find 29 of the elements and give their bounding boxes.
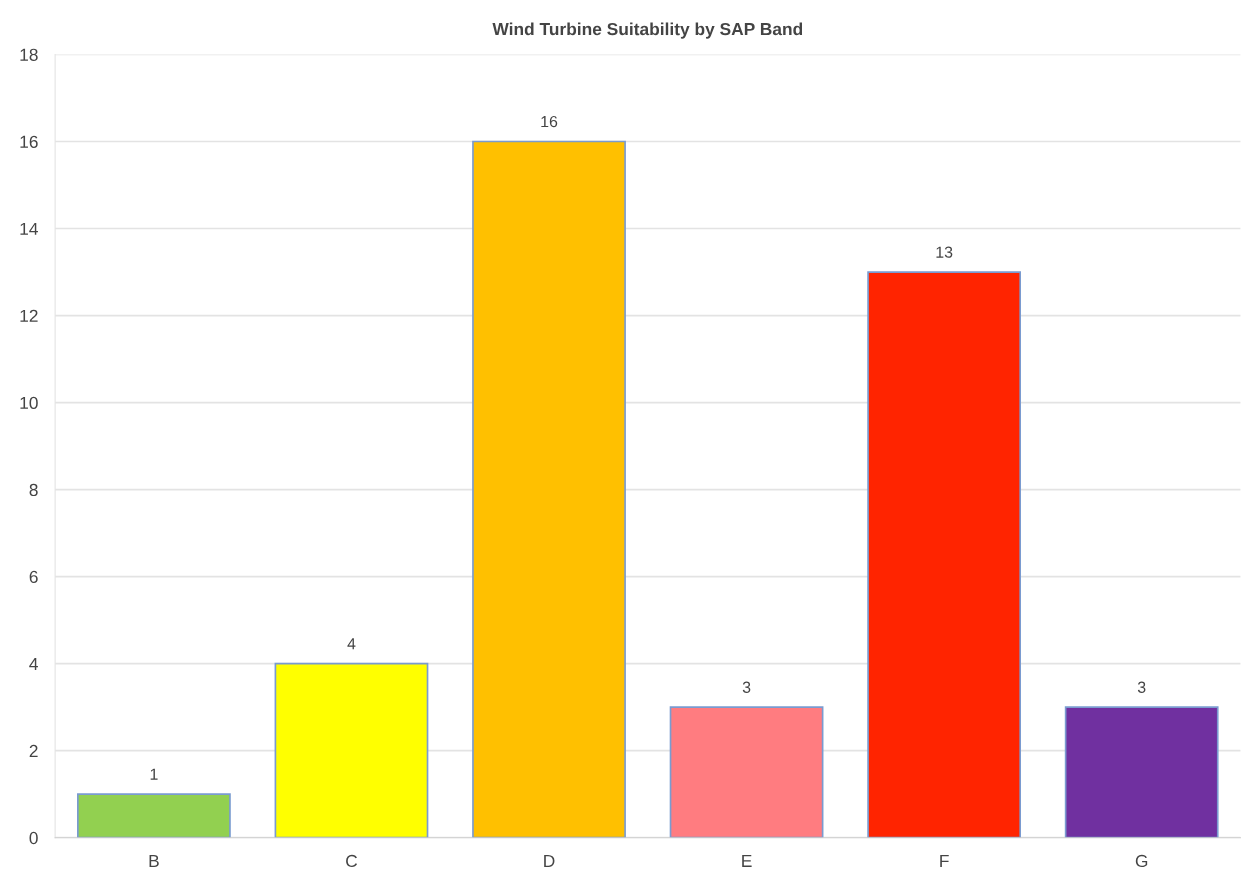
data-label: 1 xyxy=(150,768,158,780)
x-tick-label: D xyxy=(544,854,555,867)
data-label: 3 xyxy=(742,681,751,693)
y-tick-label: 16 xyxy=(20,135,38,148)
bar xyxy=(669,706,824,838)
x-tick-label: G xyxy=(1135,854,1148,868)
y-tick-label: 14 xyxy=(20,222,38,235)
y-tick-label: 4 xyxy=(29,657,38,670)
bar xyxy=(77,793,231,838)
y-tick-label: 10 xyxy=(20,396,38,410)
bar xyxy=(867,271,1022,838)
y-tick-label: 2 xyxy=(29,744,38,757)
bar xyxy=(274,662,429,838)
data-label: 4 xyxy=(347,638,356,650)
bar xyxy=(1064,706,1219,838)
x-tick-label: E xyxy=(742,854,752,867)
y-tick-label: 0 xyxy=(29,831,38,845)
y-tick-label: 8 xyxy=(29,483,38,497)
y-tick-label: 6 xyxy=(29,570,38,584)
x-tick-label: B xyxy=(149,854,159,867)
y-tick-label: 18 xyxy=(20,48,38,61)
data-label: 3 xyxy=(1137,681,1146,693)
bar xyxy=(472,140,626,838)
y-tick-label: 12 xyxy=(20,309,38,322)
data-label: 16 xyxy=(541,115,558,128)
x-tick-label: F xyxy=(940,854,949,867)
x-tick-label: C xyxy=(346,854,358,868)
chart-title: Wind Turbine Suitability by SAP Band xyxy=(492,22,803,39)
data-label: 13 xyxy=(936,246,953,258)
